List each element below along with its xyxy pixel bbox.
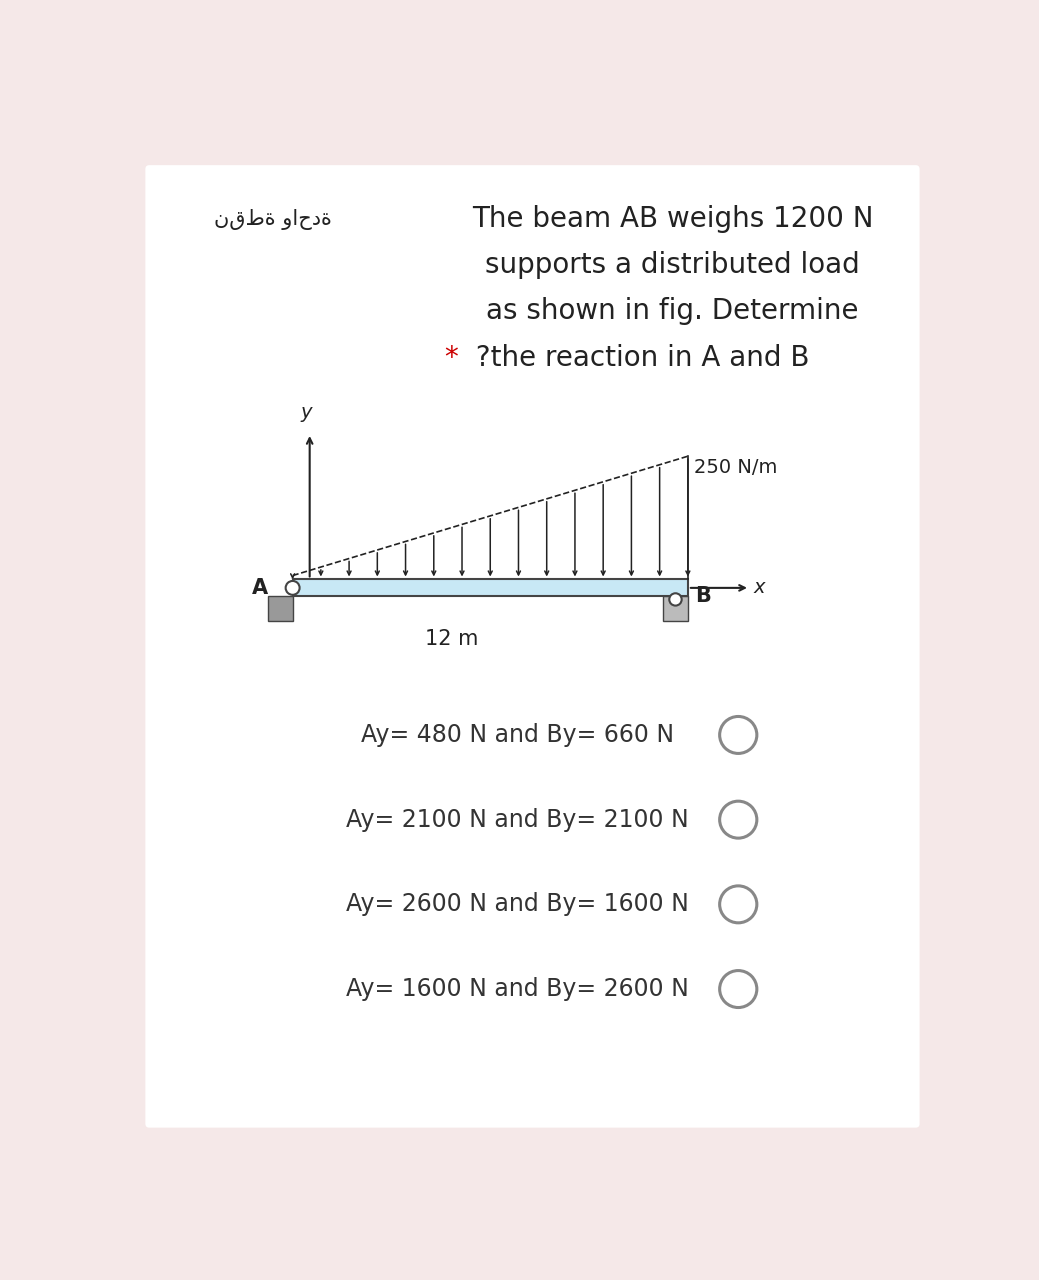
Circle shape	[286, 581, 299, 595]
Text: as shown in fig. Determine: as shown in fig. Determine	[486, 297, 858, 325]
Text: Ay= 2100 N and By= 2100 N: Ay= 2100 N and By= 2100 N	[346, 808, 689, 832]
Circle shape	[720, 801, 756, 838]
Text: نقطة واحدة: نقطة واحدة	[213, 209, 331, 229]
Text: 12 m: 12 m	[425, 628, 478, 649]
Text: ?the reaction in A and B: ?the reaction in A and B	[467, 343, 809, 371]
Text: B: B	[695, 586, 711, 607]
Circle shape	[720, 970, 756, 1007]
Text: y: y	[300, 402, 312, 421]
Text: Ay= 1600 N and By= 2600 N: Ay= 1600 N and By= 2600 N	[346, 977, 689, 1001]
Circle shape	[720, 886, 756, 923]
Text: x: x	[753, 579, 766, 598]
Bar	[663, 596, 688, 621]
Text: Ay= 480 N and By= 660 N: Ay= 480 N and By= 660 N	[361, 723, 674, 748]
Text: *: *	[444, 343, 457, 371]
Text: supports a distributed load: supports a distributed load	[485, 251, 859, 279]
FancyBboxPatch shape	[145, 165, 920, 1128]
Text: The beam AB weighs 1200 N: The beam AB weighs 1200 N	[472, 205, 873, 233]
Bar	[293, 580, 688, 596]
Bar	[268, 596, 293, 621]
Circle shape	[720, 717, 756, 754]
Text: A: A	[252, 577, 268, 598]
Text: 250 N/m: 250 N/m	[694, 458, 777, 477]
Circle shape	[669, 593, 682, 605]
Text: Ay= 2600 N and By= 1600 N: Ay= 2600 N and By= 1600 N	[346, 892, 689, 916]
